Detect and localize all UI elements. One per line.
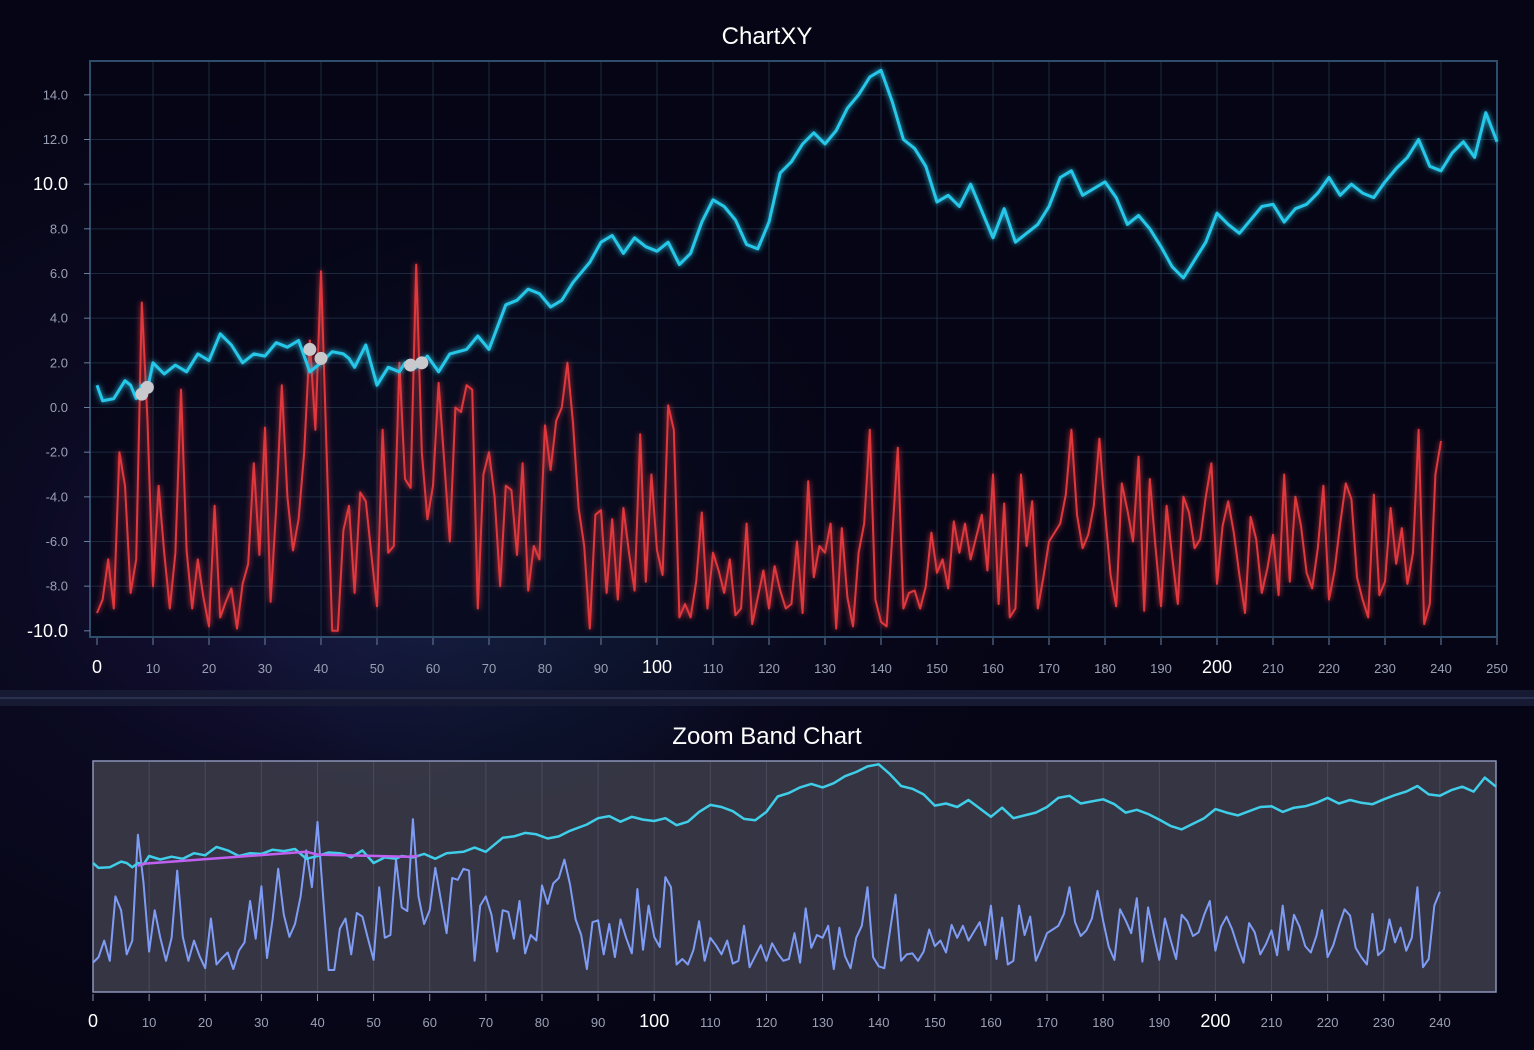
zoom-x-tick-label: 240: [1429, 1015, 1451, 1030]
x-tick-label: 40: [314, 661, 328, 676]
main-chart-title: ChartXY: [722, 23, 813, 50]
y-tick-label: 4.0: [50, 311, 68, 326]
x-tick-label: 140: [870, 661, 892, 676]
data-point-marker[interactable]: [314, 351, 328, 365]
x-tick-label: 120: [758, 661, 780, 676]
zoom-x-tick-label: 180: [1092, 1015, 1114, 1030]
zoom-x-tick-label: 150: [924, 1015, 946, 1030]
series-line-cyan[interactable]: [95, 68, 1499, 403]
x-tick-label: 70: [482, 661, 496, 676]
y-tick-label: 12.0: [43, 132, 68, 147]
zoom-x-tick-label: 230: [1373, 1015, 1395, 1030]
y-tick-label: 0.0: [50, 400, 68, 415]
y-tick-label: -8.0: [46, 579, 68, 594]
zoom-x-tick-label: 20: [198, 1015, 212, 1030]
main-grid: [91, 62, 1496, 636]
y-tick-label: -6.0: [46, 534, 68, 549]
zoom-x-tick-label: 50: [366, 1015, 380, 1030]
zoom-series-line-purple: [137, 850, 419, 867]
zoom-series-line-blue: [92, 818, 1441, 971]
zoom-x-tick-label: 70: [479, 1015, 493, 1030]
x-tick-label: 20: [202, 661, 216, 676]
x-tick-label: 10: [146, 661, 160, 676]
x-tick-label: 0: [92, 657, 102, 677]
y-tick-label: -4.0: [46, 489, 68, 504]
data-point-marker[interactable]: [140, 380, 154, 394]
x-tick-label: 130: [814, 661, 836, 676]
y-tick-label: 10.0: [33, 174, 68, 194]
zoom-x-tick-label: 200: [1200, 1011, 1230, 1031]
zoom-x-tick-label: 120: [756, 1015, 778, 1030]
y-tick-label: 6.0: [50, 266, 68, 281]
x-tick-label: 60: [426, 661, 440, 676]
data-point-marker[interactable]: [303, 342, 317, 356]
x-tick-label: 200: [1202, 657, 1232, 677]
x-tick-label: 190: [1150, 661, 1172, 676]
main-chart: ChartXY 14.0 12.0 10.0 8.0 6.0 4.0 2.0 0.0 -2.0 -…: [27, 23, 1508, 677]
zoom-series: [92, 763, 1497, 971]
x-tick-label: 230: [1374, 661, 1396, 676]
x-tick-label: 160: [982, 661, 1004, 676]
zoom-x-tick-label: 160: [980, 1015, 1002, 1030]
x-tick-label: 180: [1094, 661, 1116, 676]
x-tick-label: 220: [1318, 661, 1340, 676]
main-y-ticks: 14.0 12.0 10.0 8.0 6.0 4.0 2.0 0.0 -2.0 -4.0 -6.0 -…: [27, 87, 90, 641]
zoom-x-tick-label: 90: [591, 1015, 605, 1030]
zoom-x-tick-label: 60: [422, 1015, 436, 1030]
x-tick-label: 30: [258, 661, 272, 676]
x-tick-label: 90: [594, 661, 608, 676]
zoom-x-tick-label: 0: [88, 1011, 98, 1031]
data-point-marker[interactable]: [404, 358, 418, 372]
zoom-x-tick-label: 30: [254, 1015, 268, 1030]
x-tick-label: 240: [1430, 661, 1452, 676]
main-x-ticks: 0 10 20 30 40 50 60 70 80 90 100 110 120 130 140 150 160…: [92, 638, 1508, 677]
zoom-x-tick-label: 10: [142, 1015, 156, 1030]
zoom-x-tick-label: 140: [868, 1015, 890, 1030]
x-tick-label: 80: [538, 661, 552, 676]
zoom-x-ticks: 0 10 20 30 40 50 60 70 80 90 100 110 120 130 140 150 160…: [88, 994, 1451, 1031]
y-tick-label: -2.0: [46, 445, 68, 460]
x-tick-label: 50: [370, 661, 384, 676]
zoom-grid: [148, 762, 1441, 991]
y-tick-label: 8.0: [50, 221, 68, 236]
x-tick-label: 250: [1486, 661, 1508, 676]
x-tick-label: 150: [926, 661, 948, 676]
zoom-x-tick-label: 100: [639, 1011, 669, 1031]
x-tick-label: 210: [1262, 661, 1284, 676]
zoom-x-tick-label: 130: [812, 1015, 834, 1030]
y-tick-label: 14.0: [43, 87, 68, 102]
series-line-red[interactable]: [96, 263, 1442, 632]
data-point-marker[interactable]: [415, 356, 429, 370]
x-tick-label: 170: [1038, 661, 1060, 676]
zoom-x-tick-label: 80: [535, 1015, 549, 1030]
zoom-x-tick-label: 220: [1317, 1015, 1339, 1030]
zoom-x-tick-label: 40: [310, 1015, 324, 1030]
zoom-x-tick-label: 170: [1036, 1015, 1058, 1030]
zoom-band-chart: Zoom Band Chart 0 10 20 30 40 50 60 70 80 90 100 11…: [88, 723, 1497, 1031]
zoom-chart-title: Zoom Band Chart: [672, 723, 862, 750]
zoom-x-tick-label: 110: [700, 1015, 721, 1030]
zoom-x-tick-label: 210: [1261, 1015, 1283, 1030]
zoom-x-tick-label: 190: [1148, 1015, 1170, 1030]
y-tick-label: -10.0: [27, 621, 68, 641]
x-tick-label: 110: [703, 661, 724, 676]
main-markers: [135, 342, 429, 401]
y-tick-label: 2.0: [50, 355, 68, 370]
x-tick-label: 100: [642, 657, 672, 677]
main-series: [95, 68, 1499, 632]
